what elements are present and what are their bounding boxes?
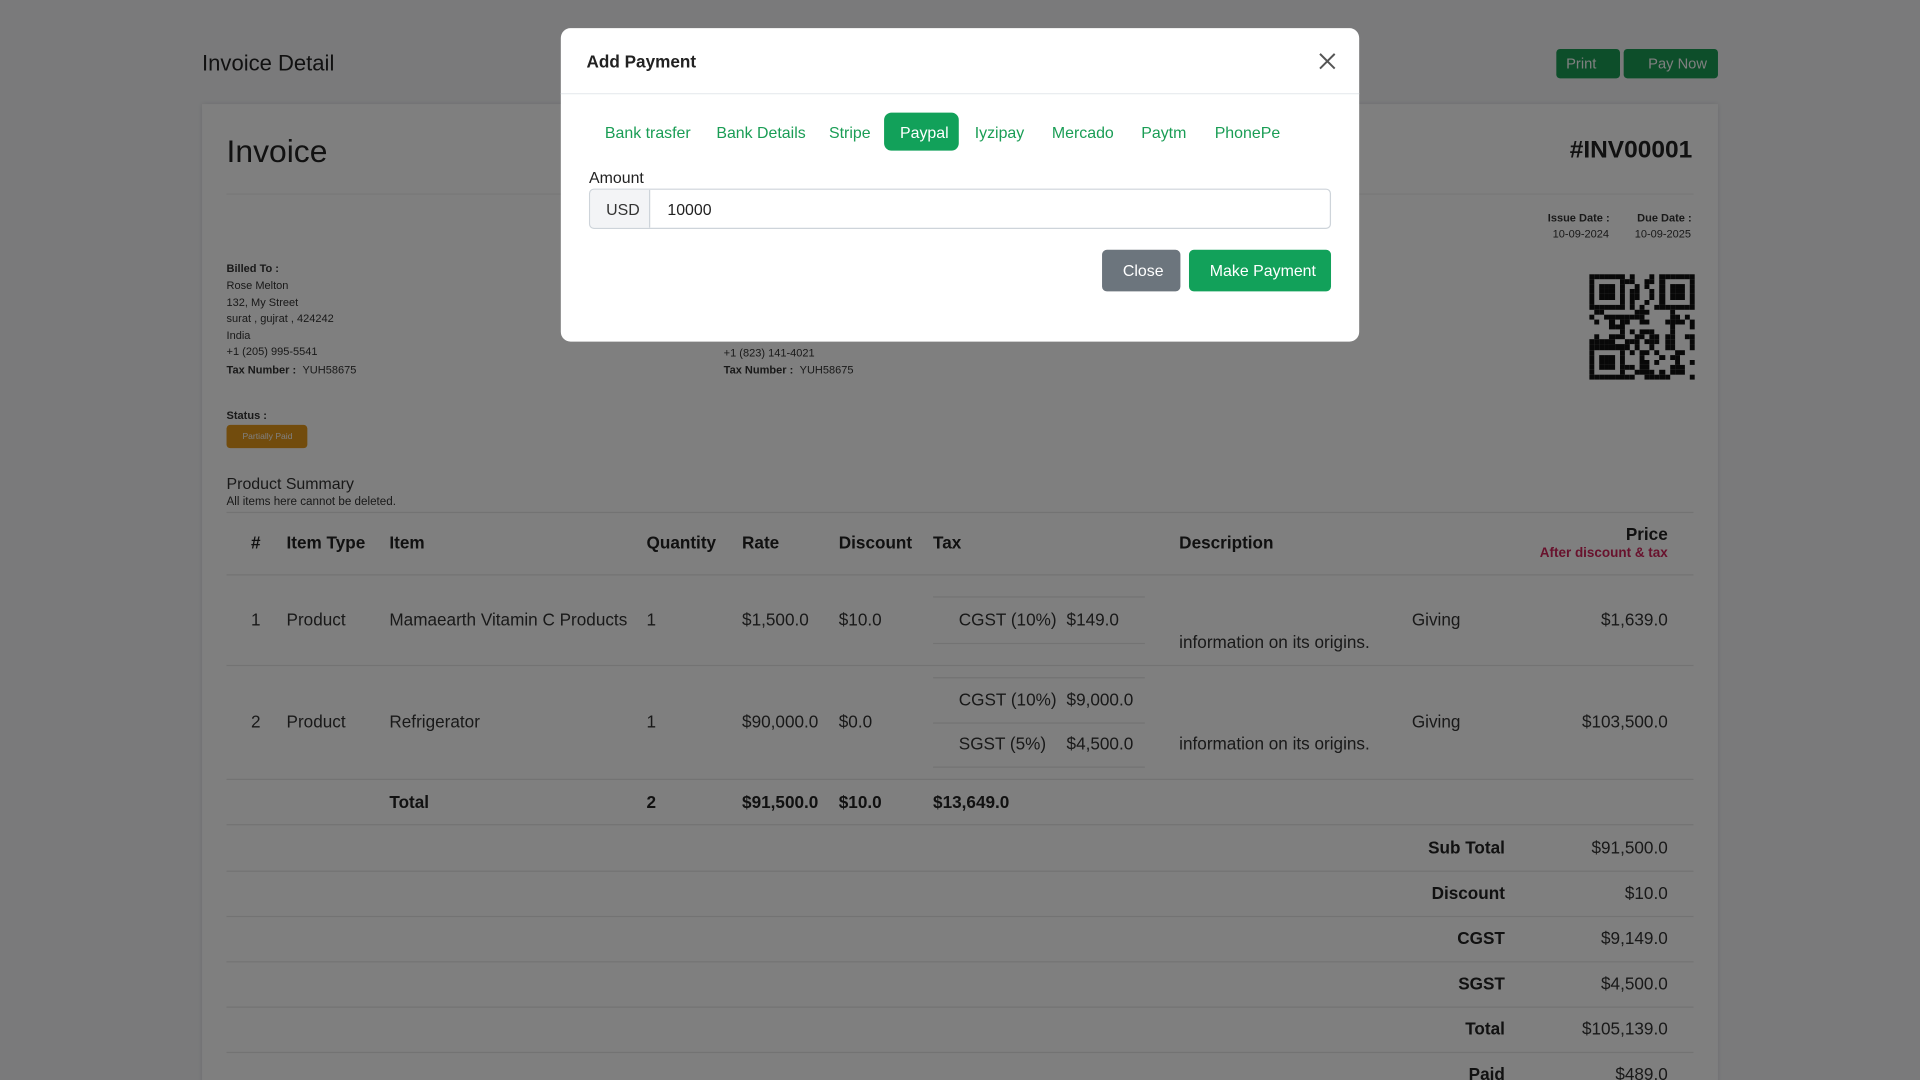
modal: Add Payment Bank trasfer Bank Details Strip… (560, 28, 1360, 342)
tab[interactable]: Bank trasfer (604, 123, 691, 142)
tab[interactable]: PhonePe (1214, 123, 1281, 142)
close-label: Close (1122, 261, 1164, 280)
close-icon[interactable] (1318, 51, 1338, 71)
tab[interactable]: Paytm (1141, 123, 1187, 142)
tab[interactable]: Iyzipay (974, 123, 1025, 142)
close-button[interactable]: Close (1102, 249, 1181, 292)
make-payment-button[interactable]: Make Payment (1188, 249, 1332, 292)
amount-input[interactable]: USD 10000 (588, 188, 1332, 229)
tab[interactable]: Stripe (828, 123, 871, 142)
currency: USD (606, 199, 640, 218)
make-payment-label: Make Payment (1209, 261, 1316, 280)
tab[interactable]: Bank Details (716, 123, 806, 142)
tab-label: Paypal (900, 122, 949, 141)
amount-value: 10000 (667, 199, 712, 218)
close-x (1319, 53, 1336, 70)
tab[interactable]: Mercado (1051, 123, 1114, 142)
modal-divider (560, 93, 1360, 95)
amount-label: Amount (588, 168, 644, 187)
tab-active[interactable]: Paypal (884, 112, 959, 151)
modal-title: Add Payment (586, 51, 697, 72)
currency-addon: USD (590, 189, 651, 228)
